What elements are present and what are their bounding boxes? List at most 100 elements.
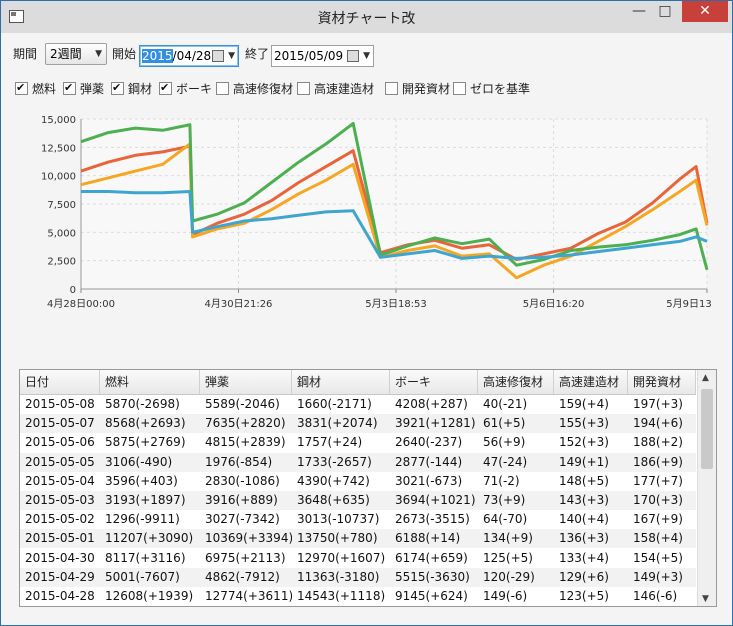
checkbox-label: 鋼材 [128,82,152,96]
table-cell: 129(+6) [554,568,628,587]
table-cell: 6188(+14) [390,529,478,548]
column-header[interactable]: ボーキ [390,370,478,394]
checkbox-3[interactable]: ボーキ [159,81,212,97]
checkbox-label: ゼロを基準 [470,82,530,96]
table-cell: 3013(-10737) [292,510,390,529]
table-cell: 2015-05-06 [20,433,100,452]
table-cell: 159(+4) [554,395,628,414]
table-cell: 3694(+1021) [390,491,478,510]
table-cell: 3021(-673) [390,472,478,491]
table-cell: 8568(+2693) [100,414,200,433]
checkbox-box[interactable] [297,82,310,95]
column-header[interactable]: 高速建造材 [554,370,628,394]
table-row[interactable]: 2015-05-07 8568(+2693) 7635(+2820) 3831(+20… [20,414,696,433]
checkbox-box[interactable] [63,82,76,95]
table-cell: 186(+9) [628,453,696,472]
table-cell: 11207(+3090) [100,529,200,548]
checkbox-7[interactable]: ゼロを基準 [453,81,530,97]
x-tick-label: 4月30日21:26 [205,298,273,310]
checkbox-6[interactable]: 開発資材 [385,81,450,97]
y-tick-label: 0 [70,285,76,296]
calendar-icon[interactable] [347,50,359,62]
checkbox-box[interactable] [15,82,28,95]
checkbox-2[interactable]: 鋼材 [111,81,152,97]
table-cell: 2015-04-28 [20,587,100,606]
column-header[interactable]: 鋼材 [292,370,390,394]
table-cell: 2015-05-01 [20,529,100,548]
x-tick-label: 5月3日18:53 [365,298,427,310]
table-row[interactable]: 2015-05-05 3106(-490) 1976(-854) 1733(-2657… [20,453,696,472]
y-tick-label: 12,500 [41,143,76,154]
chevron-down-icon[interactable]: ▼ [363,46,370,66]
x-tick-label: 5月6日16:20 [523,298,585,310]
table-cell: 5589(-2046) [200,395,292,414]
table-row[interactable]: 2015-05-02 1296(-9911) 3027(-7342) 3013(-10… [20,510,696,529]
table-row[interactable]: 2015-05-08 5870(-2698) 5589(-2046) 1660(-21… [20,395,696,414]
checkbox-4[interactable]: 高速修復材 [216,81,293,97]
table-row[interactable]: 2015-05-06 5875(+2769) 4815(+2839) 1757(+24… [20,433,696,452]
table-cell: 134(+9) [478,529,554,548]
table-cell: 64(-70) [478,510,554,529]
checkbox-label: 開発資材 [402,82,450,96]
column-header[interactable]: 開発資材 [628,370,696,394]
table-row[interactable]: 2015-04-28 12608(+1939) 12774(+3611) 14543(… [20,587,696,606]
y-tick-label: 2,500 [47,257,76,268]
column-header[interactable]: 日付 [20,370,100,394]
minimize-icon[interactable]: — [626,1,652,22]
column-header[interactable]: 高速修復材 [478,370,554,394]
chevron-down-icon: ▼ [95,44,102,64]
table-cell: 2877(-144) [390,453,478,472]
table-cell: 4815(+2839) [200,433,292,452]
end-date-picker[interactable]: 2015/05/09 ▼ [271,45,374,67]
table-cell: 143(+3) [554,491,628,510]
table-cell: 2015-04-30 [20,549,100,568]
table-row[interactable]: 2015-04-30 8117(+3116) 6975(+2113) 12970(+1… [20,549,696,568]
table-cell: 12774(+3611) [200,587,292,606]
chevron-down-icon[interactable]: ▼ [228,46,235,66]
table-cell: 167(+9) [628,510,696,529]
table-row[interactable]: 2015-05-04 3596(+403) 2830(-1086) 4390(+742… [20,472,696,491]
x-tick-label: 5月9日13 [666,298,711,310]
table-cell: 3106(-490) [100,453,200,472]
window-title: 資材チャート改 [1,8,732,28]
maximize-icon[interactable]: □ [652,1,678,22]
start-date-rest: /04/28 [173,49,212,63]
table-cell: 2673(-3515) [390,510,478,529]
checkbox-box[interactable] [111,82,124,95]
start-label: 開始 [112,45,136,62]
table-cell: 177(+7) [628,472,696,491]
table-row[interactable]: 2015-05-03 3193(+1897) 3916(+889) 3648(+635… [20,491,696,510]
table-cell: 2015-05-04 [20,472,100,491]
calendar-icon[interactable] [212,50,224,62]
table-row[interactable]: 2015-04-29 5001(-7607) 4862(-7912) 11363(-3… [20,568,696,587]
column-header[interactable]: 燃料 [100,370,200,394]
resource-table[interactable]: 日付 燃料 弾薬 鋼材 ボーキ 高速修復材 高速建造材 開発資材 2015-05-08 5870… [19,369,717,607]
checkbox-box[interactable] [453,82,466,95]
checkbox-label: 燃料 [32,82,56,96]
table-row[interactable]: 2015-05-01 11207(+3090) 10369(+3394) 13750(… [20,529,696,548]
vertical-scrollbar[interactable]: ▲ ▼ [697,370,716,606]
scroll-up-icon[interactable]: ▲ [702,373,709,383]
table-cell: 12608(+1939) [100,587,200,606]
checkbox-0[interactable]: 燃料 [15,81,56,97]
checkbox-1[interactable]: 弾薬 [63,81,104,97]
table-cell: 2015-05-05 [20,453,100,472]
table-cell: 158(+4) [628,529,696,548]
start-date-picker[interactable]: 2015/04/28 ▼ [139,45,239,67]
checkbox-box[interactable] [216,82,229,95]
checkbox-box[interactable] [159,82,172,95]
title-bar[interactable]: 資材チャート改 — □ ✕ [1,1,732,33]
table-cell: 5870(-2698) [100,395,200,414]
column-header[interactable]: 弾薬 [200,370,292,394]
checkbox-label: ボーキ [176,82,212,96]
scroll-thumb[interactable] [701,389,713,469]
table-cell: 5875(+2769) [100,433,200,452]
checkbox-5[interactable]: 高速建造材 [297,81,374,97]
table-cell: 197(+3) [628,395,696,414]
checkbox-box[interactable] [385,82,398,95]
scroll-down-icon[interactable]: ▼ [702,594,709,604]
period-select[interactable]: 2週間 ▼ [45,43,107,65]
y-tick-label: 5,000 [47,228,76,239]
table-cell: 61(+5) [478,414,554,433]
close-icon[interactable]: ✕ [682,1,728,22]
